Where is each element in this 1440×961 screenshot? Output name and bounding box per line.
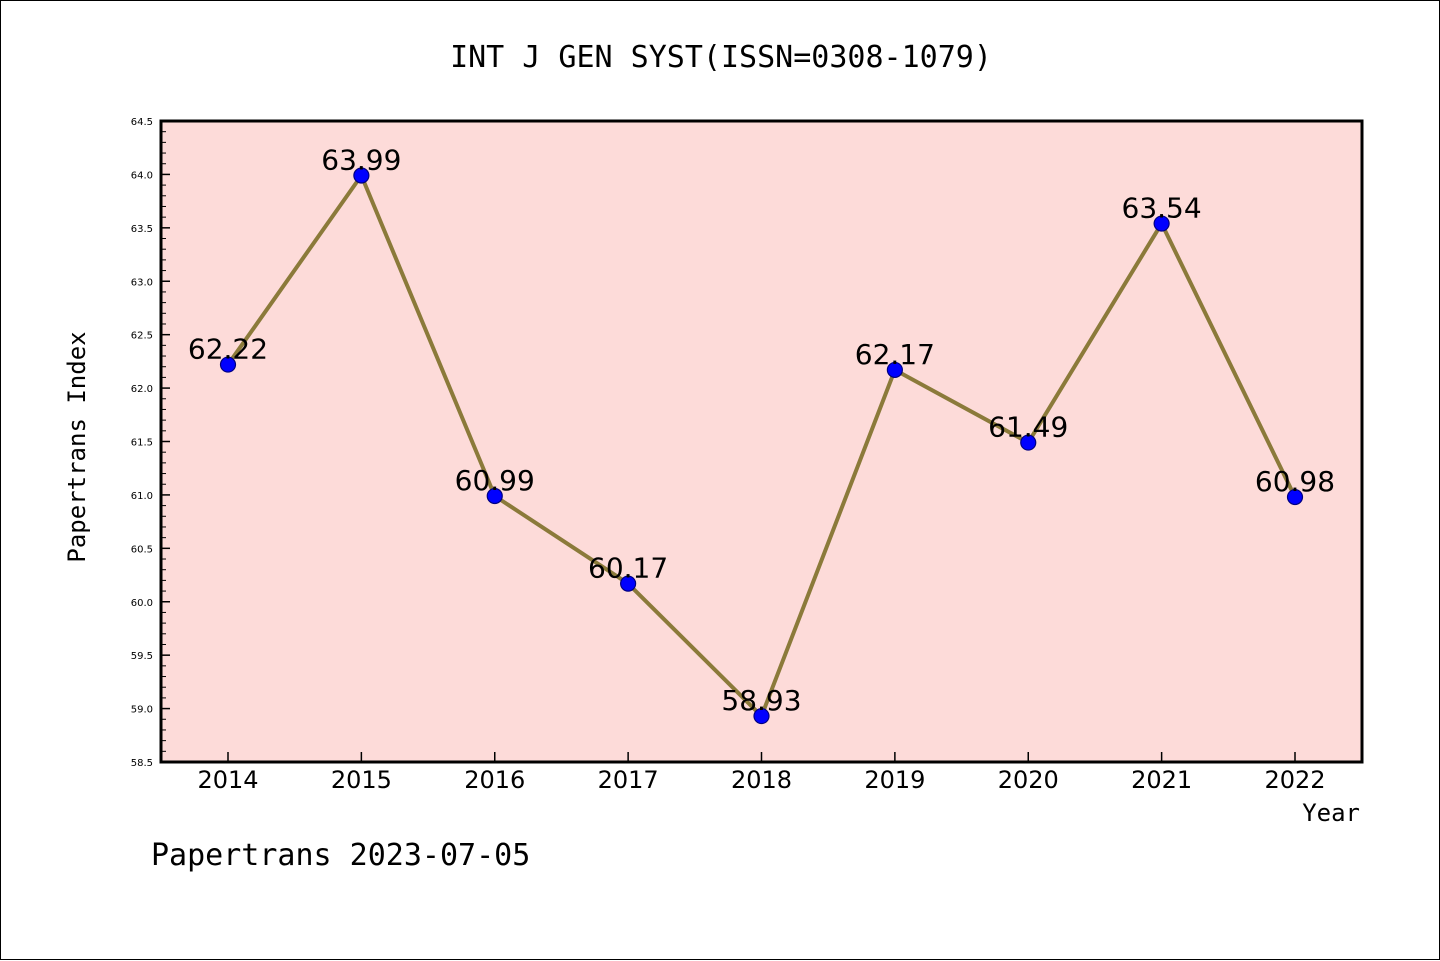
y-tick-label: 63.0 [131,277,153,288]
y-tick-label: 60.5 [131,544,153,555]
y-tick-label: 64.5 [131,117,153,128]
x-tick-label: 2019 [864,766,925,794]
x-tick-label: 2017 [598,766,659,794]
data-labels: 62.22 63.99 60.99 60.17 58.93 62.17 61.49 63.54… [188,143,1335,717]
y-tick-label: 62.0 [131,384,153,395]
data-label: 61.49 [988,411,1068,444]
y-tick-label: 64.0 [131,170,153,181]
data-label: 62.22 [188,333,268,366]
data-label: 60.98 [1255,465,1335,498]
x-tick-label: 2016 [464,766,525,794]
data-label: 60.17 [588,552,668,585]
data-point [353,167,370,184]
data-point [1286,488,1304,506]
x-tick-label: 2014 [197,766,258,794]
plot-frame [159,119,1364,764]
y-tick-label: 61.5 [131,438,153,449]
y-tick-label: 59.0 [131,705,153,716]
data-label: 62.17 [855,338,935,371]
data-point [486,487,503,505]
chart-title: INT J GEN SYST(ISSN=0308-1079) [450,40,992,75]
x-axis-label: Year [1302,799,1360,827]
x-tick-label: 2022 [1264,766,1325,794]
y-tick-label: 59.5 [131,651,153,662]
data-label: 63.54 [1122,192,1202,225]
y-tick-label: 63.5 [131,224,153,235]
data-point [1153,215,1170,232]
x-tick-label: 2020 [998,766,1059,794]
data-label: 63.99 [321,143,401,176]
x-axis-ticks: 2014 2015 2016 2017 2018 2019 2020 2021 2022 [197,752,1326,794]
y-tick-label: 62.5 [131,331,153,342]
y-axis-ticks: 58.5 59.0 59.5 60.0 60.5 61.0 61.5 62.0 62.5 63.0… [131,117,170,769]
data-point [1020,434,1037,451]
x-tick-label: 2018 [731,766,792,794]
x-tick-label: 2015 [331,766,392,794]
y-tick-label: 60.0 [131,598,153,609]
data-label: 58.93 [721,684,801,717]
data-point [219,356,237,373]
y-axis-label: Papertrans Index [63,331,91,562]
x-tick-label: 2021 [1131,766,1192,794]
y-tick-label: 58.5 [131,758,153,769]
y-tick-label: 61.0 [131,491,153,502]
data-point [886,361,903,379]
data-point [753,707,770,725]
watermark-text: Papertrans 2023-07-05 [151,838,530,873]
series-markers [219,167,1304,725]
data-label: 60.99 [455,464,535,497]
data-point [620,575,637,592]
